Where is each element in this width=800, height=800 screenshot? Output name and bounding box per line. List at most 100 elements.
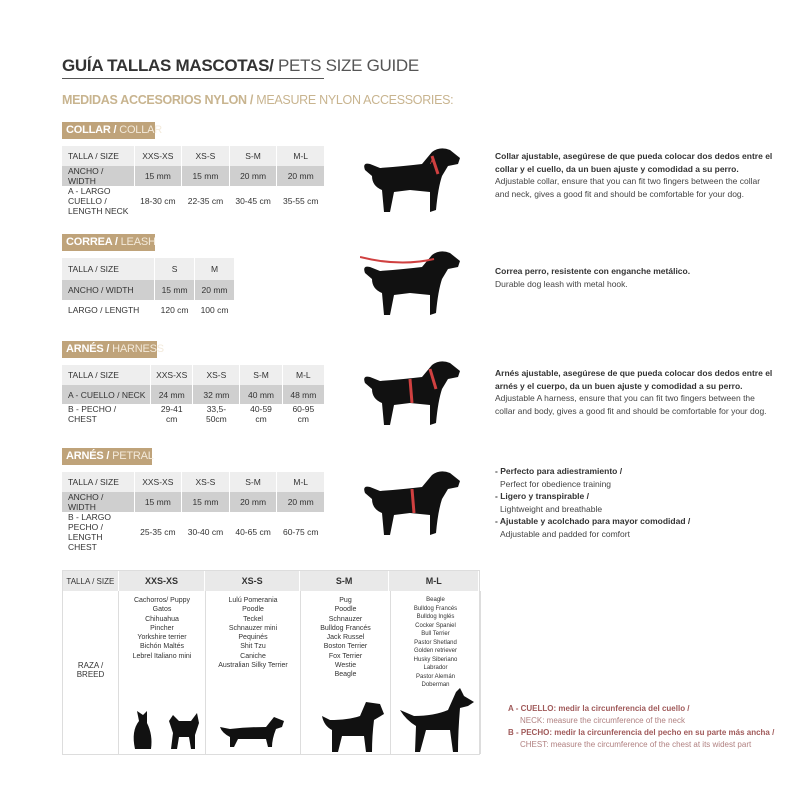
- petral-table: TALLA / SIZE XXS-XS XS-S S-M M-L ANCHO / WIDT…: [62, 472, 325, 552]
- cell: 60-75 cm: [276, 512, 325, 552]
- measurement-notes: A - CUELLO: medir la circunferencia del …: [508, 703, 774, 751]
- row-label: TALLA / SIZE: [62, 365, 152, 385]
- dog-petral-icon: [364, 471, 460, 535]
- subtitle-en: MEASURE NYLON ACCESSORIES:: [253, 93, 454, 107]
- cell: 40-65 cm: [229, 512, 278, 552]
- cell: S: [154, 258, 196, 280]
- harness-description: Arnés ajustable, asegúrese de que pueda …: [495, 368, 773, 416]
- row-label: ANCHO / WIDTH: [62, 280, 156, 300]
- cell: XS-S: [181, 146, 230, 166]
- doberman-icon: [400, 688, 474, 752]
- feature-en: Lightweight and breathable: [500, 503, 603, 514]
- table-row: TALLA / SIZE XXS-XS XS-S S-M M-L: [62, 365, 326, 385]
- cell: 32 mm: [192, 385, 241, 404]
- cell: 24 mm: [150, 385, 194, 404]
- cell: 100 cm: [194, 300, 235, 320]
- cell: 120 cm: [154, 300, 196, 320]
- cell: 40-59 cm: [239, 404, 283, 424]
- size-header: S-M: [300, 571, 390, 591]
- cell: S-M: [229, 472, 278, 492]
- cell: 18-30 cm: [134, 186, 183, 216]
- cell: 20 mm: [229, 492, 278, 512]
- subtitle-es: MEDIDAS ACCESORIOS NYLON /: [62, 93, 254, 107]
- feature-en: Adjustable and padded for comfort: [500, 528, 630, 539]
- cell: 20 mm: [276, 166, 325, 186]
- petral-features: - Perfecto para adiestramiento / Perfect …: [495, 465, 775, 540]
- table-row: ANCHO / WIDTH 15 mm 15 mm 20 mm 20 mm: [62, 166, 325, 186]
- schnauzer-icon: [322, 702, 384, 752]
- cell: M-L: [276, 472, 325, 492]
- cell: 60-95 cm: [282, 404, 326, 424]
- cell: 48 mm: [282, 385, 326, 404]
- table-row: A - CUELLO / NECK 24 mm 32 mm 40 mm 48 mm: [62, 385, 326, 404]
- note-es: A - CUELLO: medir la circunferencia del …: [508, 704, 690, 713]
- note-es: B - PECHO: medir la circunferencia del p…: [508, 728, 775, 737]
- collar-description: Collar ajustable, asegúrese de que pueda…: [495, 151, 773, 199]
- harness-section-label: ARNÉS / HARNESS: [62, 341, 164, 358]
- cell: XXS-XS: [150, 365, 194, 385]
- cell: 15 mm: [154, 280, 196, 300]
- collar-section-label: COLLAR / COLLAR: [62, 122, 162, 139]
- row-label: B - LARGO PECHO / LENGTH CHEST: [62, 512, 135, 552]
- cell: M-L: [276, 146, 325, 166]
- feature-es: - Perfecto para adiestramiento /: [495, 466, 623, 476]
- page-title: GUÍA TALLAS MASCOTAS/ PETS SIZE GUIDE: [62, 56, 419, 79]
- breed-list: Lulú Pomerania Poodle Teckel Schnauzer m…: [206, 591, 301, 754]
- note-en: NECK: measure the circumference of the n…: [520, 716, 685, 725]
- leash-description: Correa perro, resistente con enganche me…: [495, 266, 691, 289]
- row-label: A - LARGO CUELLO / LENGTH NECK: [62, 186, 135, 216]
- svg-text:A: A: [430, 157, 436, 166]
- row-label: A - CUELLO / NECK: [62, 385, 152, 404]
- leash-table: TALLA / SIZE S M ANCHO / WIDTH 15 mm 20 mm LAR…: [62, 258, 235, 320]
- breed-table: TALLA / SIZE XXS-XS XS-S S-M M-L RAZA / BREE…: [62, 570, 481, 755]
- cell: 20 mm: [229, 166, 278, 186]
- table-row: TALLA / SIZE XXS-XS XS-S S-M M-L: [62, 146, 325, 166]
- cell: XXS-XS: [134, 146, 183, 166]
- cell: 20 mm: [276, 492, 325, 512]
- petral-section-label: ARNÉS / PETRAL: [62, 448, 154, 465]
- cell: 35-55 cm: [276, 186, 325, 216]
- size-header: M-L: [389, 571, 479, 591]
- row-label: TALLA / SIZE: [62, 146, 135, 166]
- cell: 25-35 cm: [134, 512, 183, 552]
- cell: XXS-XS: [134, 472, 183, 492]
- cell: 29-41 cm: [150, 404, 194, 424]
- cat-and-chihuahua-icon: [133, 711, 199, 749]
- feature-es: - Ajustable y acolchado para mayor comod…: [495, 516, 691, 526]
- cell: XS-S: [192, 365, 241, 385]
- dachshund-icon: [220, 717, 284, 747]
- cell: 15 mm: [134, 166, 183, 186]
- cell: 20 mm: [194, 280, 235, 300]
- table-row: TALLA / SIZE S M: [62, 258, 235, 280]
- size-label: TALLA / SIZE: [63, 571, 119, 591]
- row-label: LARGO / LENGTH: [62, 300, 156, 320]
- dog-collar-icon: A: [364, 148, 460, 212]
- dog-harness-icon: [364, 361, 460, 425]
- table-row: LARGO / LENGTH 120 cm 100 cm: [62, 300, 235, 320]
- cell: 15 mm: [181, 492, 230, 512]
- table-row: B - LARGO PECHO / LENGTH CHEST 25-35 cm 30…: [62, 512, 325, 552]
- harness-table: TALLA / SIZE XXS-XS XS-S S-M M-L A - CUELLO /…: [62, 365, 326, 424]
- breed-label: RAZA / BREED: [63, 591, 119, 754]
- subtitle: MEDIDAS ACCESORIOS NYLON / MEASURE NYLON…: [62, 93, 454, 107]
- cell: M-L: [282, 365, 326, 385]
- cell: S-M: [229, 146, 278, 166]
- table-row: B - PECHO / CHEST 29-41 cm 33,5-50cm 40-59 …: [62, 404, 326, 424]
- leash-section-label: CORREA / LEASH: [62, 234, 156, 251]
- dog-leash-icon: [360, 251, 460, 315]
- cell: 15 mm: [134, 492, 183, 512]
- size-header: XXS-XS: [119, 571, 206, 591]
- row-label: B - PECHO / CHEST: [62, 404, 152, 424]
- cell: 22-35 cm: [181, 186, 230, 216]
- cell: 33,5-50cm: [192, 404, 241, 424]
- title-es: GUÍA TALLAS MASCOTAS/: [62, 56, 274, 75]
- cell: S-M: [239, 365, 283, 385]
- cell: XS-S: [181, 472, 230, 492]
- collar-table: TALLA / SIZE XXS-XS XS-S S-M M-L ANCHO / WIDT…: [62, 146, 325, 216]
- row-label: TALLA / SIZE: [62, 472, 135, 492]
- feature-es: - Ligero y transpirable /: [495, 491, 589, 501]
- feature-en: Perfect for obedience training: [500, 478, 612, 489]
- cell: 15 mm: [181, 166, 230, 186]
- table-row: TALLA / SIZE XXS-XS XS-S S-M M-L: [62, 472, 325, 492]
- note-en: CHEST: measure the circumference of the …: [520, 740, 752, 749]
